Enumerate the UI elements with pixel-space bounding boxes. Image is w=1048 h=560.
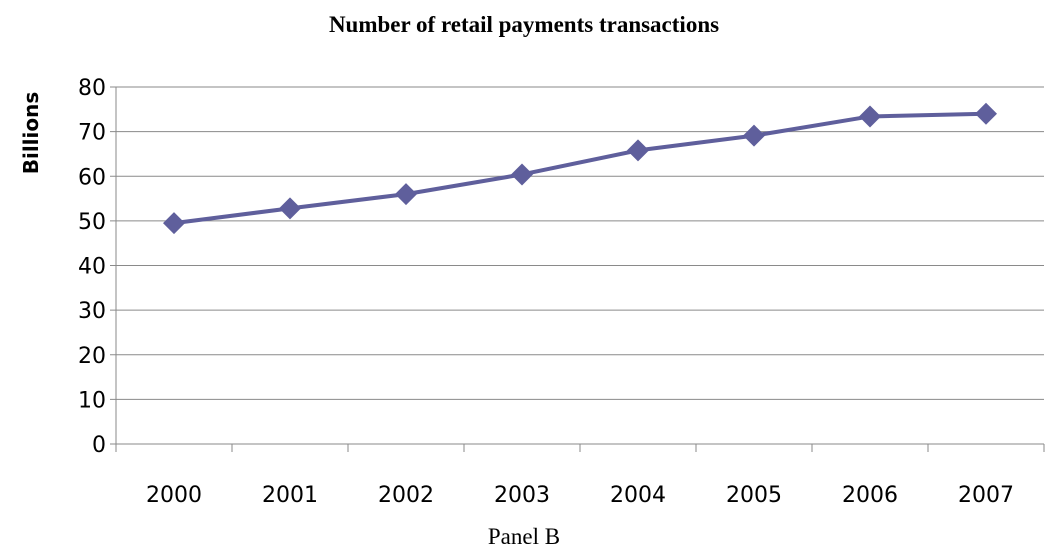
y-tick-label: 20 bbox=[78, 344, 106, 369]
data-point-diamond bbox=[395, 183, 417, 206]
x-tick-label: 2003 bbox=[494, 483, 550, 508]
x-tick-label: 2002 bbox=[378, 483, 434, 508]
data-point-diamond bbox=[279, 197, 301, 220]
data-point-diamond bbox=[859, 105, 881, 128]
gridlines bbox=[116, 86, 1044, 400]
x-tick-label: 2001 bbox=[262, 483, 318, 508]
y-axis-label: Billions bbox=[19, 92, 43, 175]
series-line-path bbox=[173, 111, 987, 226]
y-tick-label: 0 bbox=[92, 433, 106, 458]
data-point-diamond bbox=[975, 102, 997, 125]
y-tick-label: 40 bbox=[78, 255, 106, 280]
x-tick-label: 2006 bbox=[842, 483, 898, 508]
x-tick-label: 2007 bbox=[958, 483, 1014, 508]
data-markers bbox=[163, 102, 997, 235]
y-tick-label: 30 bbox=[78, 299, 106, 324]
y-tick-label: 10 bbox=[78, 388, 106, 413]
y-tick-label: 80 bbox=[78, 76, 106, 101]
x-tick-label: 2000 bbox=[146, 483, 202, 508]
y-tick-label: 60 bbox=[78, 165, 106, 190]
data-point-diamond bbox=[743, 124, 765, 147]
data-point-diamond bbox=[511, 163, 533, 186]
y-tick-label: 50 bbox=[78, 210, 106, 235]
data-point-diamond bbox=[163, 212, 185, 235]
panel-caption: Panel B bbox=[487, 524, 561, 549]
data-point-diamond bbox=[627, 139, 649, 162]
chart-title: Number of retail payments transactions bbox=[328, 12, 720, 37]
x-axis: 2000 2001 2002 2003 2004 2005 2006 2007 bbox=[115, 443, 1045, 508]
x-tick-label: 2004 bbox=[610, 483, 666, 508]
series-line bbox=[173, 111, 987, 226]
y-axis: 0 10 20 30 40 50 60 70 80 bbox=[78, 76, 117, 458]
y-tick-label: 70 bbox=[78, 121, 106, 146]
x-tick-label: 2005 bbox=[726, 483, 782, 508]
